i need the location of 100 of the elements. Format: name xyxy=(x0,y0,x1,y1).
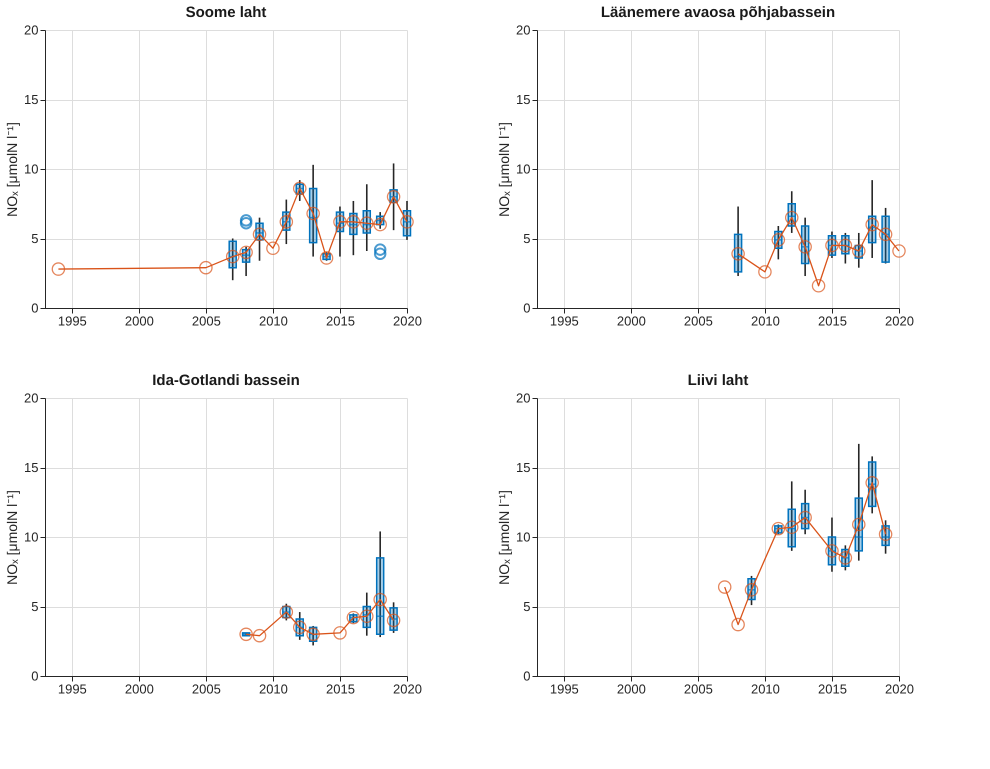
point xyxy=(292,182,307,196)
point xyxy=(373,218,387,232)
x-tick-label: 2010 xyxy=(750,682,780,696)
x-tick-label: 2010 xyxy=(258,314,288,328)
y-axis-title: NOₓ [μmolN l⁻¹] xyxy=(496,490,512,585)
x-tick-label: 2000 xyxy=(124,314,154,328)
point xyxy=(838,551,852,565)
y-tick-label: 5 xyxy=(523,231,530,246)
x-tick-label: 1995 xyxy=(550,682,579,696)
point xyxy=(52,262,66,276)
x-tick-label: 2005 xyxy=(192,682,221,696)
y-tick-label: 10 xyxy=(24,530,38,544)
x-tick-label: 2015 xyxy=(818,314,847,328)
point xyxy=(758,265,772,279)
chart-title: Ida-Gotlandi bassein xyxy=(152,372,300,389)
point xyxy=(266,241,280,255)
point xyxy=(252,628,266,642)
point xyxy=(812,279,826,293)
point xyxy=(772,233,786,247)
point xyxy=(360,216,374,230)
point xyxy=(731,618,745,632)
point xyxy=(306,206,320,220)
y-tick-label: 0 xyxy=(523,668,530,684)
x-tick-label: 2010 xyxy=(750,314,780,328)
x-tick-label: 1995 xyxy=(58,682,87,696)
x-tick-label: 2020 xyxy=(393,314,422,328)
chart-title: Liivi laht xyxy=(688,372,748,389)
point xyxy=(878,228,892,242)
x-tick-label: 2020 xyxy=(885,682,914,696)
point xyxy=(744,583,758,597)
point xyxy=(784,210,799,224)
point xyxy=(280,215,294,229)
point xyxy=(226,250,240,264)
y-tick-label: 0 xyxy=(31,300,38,316)
point xyxy=(852,244,866,258)
point xyxy=(825,238,839,252)
point xyxy=(386,190,400,204)
point xyxy=(852,518,866,532)
point xyxy=(252,228,266,242)
point xyxy=(731,247,745,261)
point xyxy=(878,527,892,541)
point xyxy=(333,215,347,229)
x-tick-label: 2005 xyxy=(192,314,221,328)
x-tick-label: 1995 xyxy=(550,314,579,328)
point xyxy=(784,520,799,534)
y-tick-label: 20 xyxy=(24,22,38,38)
y-tick-label: 0 xyxy=(31,668,38,684)
x-tick-label: 2015 xyxy=(818,682,847,696)
point xyxy=(373,592,387,606)
point xyxy=(360,609,374,623)
y-tick-label: 20 xyxy=(24,390,38,406)
point xyxy=(400,215,414,229)
y-tick-label: 5 xyxy=(31,599,38,614)
y-axis-title: NOₓ [μmolN l⁻¹] xyxy=(4,122,20,217)
point xyxy=(292,620,307,634)
y-tick-label: 15 xyxy=(24,92,38,107)
x-tick-label: 2000 xyxy=(616,314,646,328)
y-tick-label: 15 xyxy=(516,92,530,107)
y-tick-label: 10 xyxy=(516,162,530,176)
y-tick-label: 20 xyxy=(516,22,530,38)
x-tick-label: 2000 xyxy=(124,682,154,696)
point xyxy=(718,580,732,594)
point xyxy=(825,544,839,558)
x-tick-label: 2015 xyxy=(326,314,355,328)
point xyxy=(798,240,812,254)
x-tick-label: 2020 xyxy=(885,314,914,328)
point xyxy=(892,244,906,258)
point xyxy=(798,510,812,524)
point xyxy=(239,628,253,642)
y-tick-label: 5 xyxy=(523,599,530,614)
point xyxy=(199,260,213,274)
x-tick-label: 2010 xyxy=(258,682,288,696)
point xyxy=(346,215,360,229)
y-tick-label: 10 xyxy=(24,162,38,176)
x-tick-label: 2020 xyxy=(393,682,422,696)
point xyxy=(772,522,786,536)
point xyxy=(320,251,334,265)
y-tick-label: 10 xyxy=(516,530,530,544)
point xyxy=(280,605,294,619)
point xyxy=(865,476,879,490)
point xyxy=(333,626,347,640)
point xyxy=(239,246,253,260)
y-tick-label: 15 xyxy=(24,460,38,475)
x-tick-label: 2005 xyxy=(684,682,713,696)
x-tick-label: 2005 xyxy=(684,314,713,328)
x-tick-label: 2015 xyxy=(326,682,355,696)
chart-title: Soome laht xyxy=(186,4,266,21)
x-tick-label: 2000 xyxy=(616,682,646,696)
point xyxy=(346,610,360,624)
point xyxy=(865,218,879,232)
y-tick-label: 20 xyxy=(516,390,530,406)
y-axis-title: NOₓ [μmolN l⁻¹] xyxy=(4,490,20,585)
point xyxy=(386,614,400,628)
x-tick-label: 1995 xyxy=(58,314,87,328)
y-tick-label: 0 xyxy=(523,300,530,316)
point xyxy=(306,628,320,642)
y-tick-label: 15 xyxy=(516,460,530,475)
y-tick-label: 5 xyxy=(31,231,38,246)
y-axis-title: NOₓ [μmolN l⁻¹] xyxy=(496,122,512,217)
point xyxy=(838,238,852,252)
